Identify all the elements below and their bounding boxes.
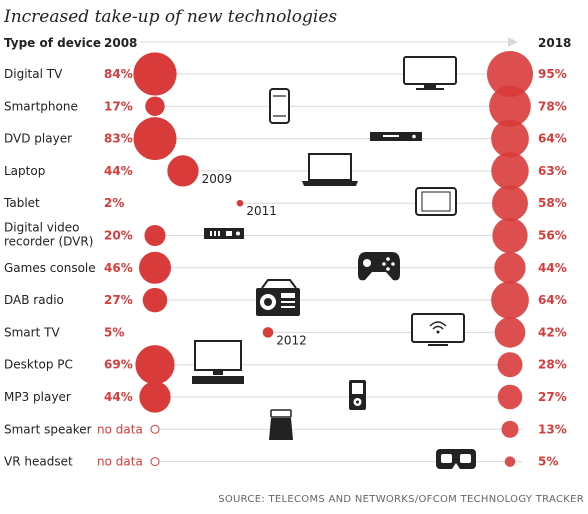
- start-bubble: [144, 224, 166, 247]
- device-label: Smart speaker: [4, 422, 92, 436]
- gamepad-icon: [358, 252, 400, 281]
- tv-icon: [403, 56, 457, 90]
- chart-title: Increased take-up of new technologies: [3, 7, 337, 27]
- device-label: Desktop PC: [4, 358, 73, 372]
- smart-speaker-icon: [269, 409, 293, 440]
- device-label: DAB radio: [4, 293, 64, 307]
- end-value-label: 95%: [538, 67, 567, 81]
- source-note: SOURCE: TELECOMS AND NETWORKS/OFCOM TECH…: [218, 494, 584, 505]
- end-value-label: 78%: [538, 99, 567, 113]
- end-value-label: 27%: [538, 390, 567, 404]
- device-label: MP3 player: [4, 390, 71, 404]
- start-value-label: 83%: [104, 132, 133, 146]
- device-label: Digital video: [4, 221, 80, 235]
- start-year-label: 2009: [202, 172, 233, 186]
- dvd-player-icon: [370, 132, 422, 141]
- chart-rows: Digital TV 84% 95% Smartphone 17% 78% DVD play…: [3, 51, 567, 469]
- end-bubble: [504, 456, 516, 467]
- end-value-label: 58%: [538, 196, 567, 210]
- laptop-icon: [302, 153, 358, 186]
- end-bubble: [491, 152, 529, 190]
- end-value-label: 28%: [538, 358, 567, 372]
- end-value-label: 56%: [538, 229, 567, 243]
- smart-tv-icon: [411, 313, 465, 346]
- end-value-label: 42%: [538, 325, 567, 339]
- mp3-player-icon: [349, 380, 366, 410]
- start-bubble: [145, 96, 165, 117]
- end-value-label: 64%: [538, 132, 567, 146]
- device-label: Smartphone: [4, 99, 78, 113]
- timeline-arrow-icon: [508, 37, 518, 47]
- start-value-label: 44%: [104, 390, 133, 404]
- vr-headset-icon: [436, 449, 476, 469]
- end-bubble: [489, 85, 531, 128]
- radio-icon: [256, 279, 300, 316]
- device-label: Laptop: [4, 164, 45, 178]
- column-header-device: Type of device: [4, 36, 101, 50]
- end-bubble: [492, 185, 528, 222]
- start-value-label: 5%: [104, 325, 124, 339]
- end-bubble: [497, 384, 523, 410]
- start-bubble: [262, 327, 274, 338]
- start-value-label: 2%: [104, 196, 124, 210]
- end-value-label: 13%: [538, 422, 567, 436]
- start-year-label: 2012: [276, 333, 307, 347]
- desktop-pc-icon: [192, 340, 244, 384]
- end-value-label: 44%: [538, 261, 567, 275]
- end-bubble: [494, 252, 526, 284]
- start-value-label: 44%: [104, 164, 133, 178]
- start-value-label: 69%: [104, 358, 133, 372]
- start-bubble: [133, 52, 177, 96]
- start-bubble-empty: [150, 457, 160, 467]
- start-value-label: 20%: [104, 229, 133, 243]
- end-value-label: 64%: [538, 293, 567, 307]
- dvr-icon: [204, 228, 244, 239]
- start-bubble: [142, 287, 168, 313]
- end-bubble: [491, 119, 529, 158]
- end-bubble: [501, 420, 519, 438]
- device-label: recorder (DVR): [4, 235, 93, 249]
- device-label: DVD player: [4, 132, 72, 146]
- start-value-label: 46%: [104, 261, 133, 275]
- end-value-label: 63%: [538, 164, 567, 178]
- start-bubble: [139, 381, 171, 413]
- end-bubble: [491, 281, 529, 319]
- start-bubble-empty: [150, 424, 160, 434]
- start-year-label: 2011: [246, 204, 277, 218]
- device-icons: [192, 56, 476, 469]
- device-label: Tablet: [3, 196, 40, 210]
- device-label: Digital TV: [4, 67, 63, 81]
- device-label: VR headset: [4, 455, 73, 469]
- end-value-label: 5%: [538, 455, 558, 469]
- column-header-end-year: 2018: [538, 36, 571, 50]
- end-bubble: [494, 317, 526, 348]
- tablet-icon: [415, 187, 457, 216]
- column-header-start-year: 2008: [104, 36, 137, 50]
- end-bubble: [497, 352, 523, 378]
- start-value-label: 17%: [104, 99, 133, 113]
- start-value-label: no data: [97, 422, 143, 436]
- start-bubble: [135, 345, 175, 385]
- device-label: Smart TV: [4, 325, 60, 339]
- start-bubble: [236, 199, 244, 207]
- end-bubble: [487, 51, 533, 97]
- start-value-label: 84%: [104, 67, 133, 81]
- smartphone-icon: [269, 88, 290, 124]
- start-bubble: [167, 155, 199, 187]
- start-bubble: [138, 251, 172, 284]
- start-value-label: 27%: [104, 293, 133, 307]
- device-label: Games console: [4, 261, 96, 275]
- start-value-label: no data: [97, 455, 143, 469]
- start-bubble: [133, 117, 177, 161]
- end-bubble: [492, 217, 528, 254]
